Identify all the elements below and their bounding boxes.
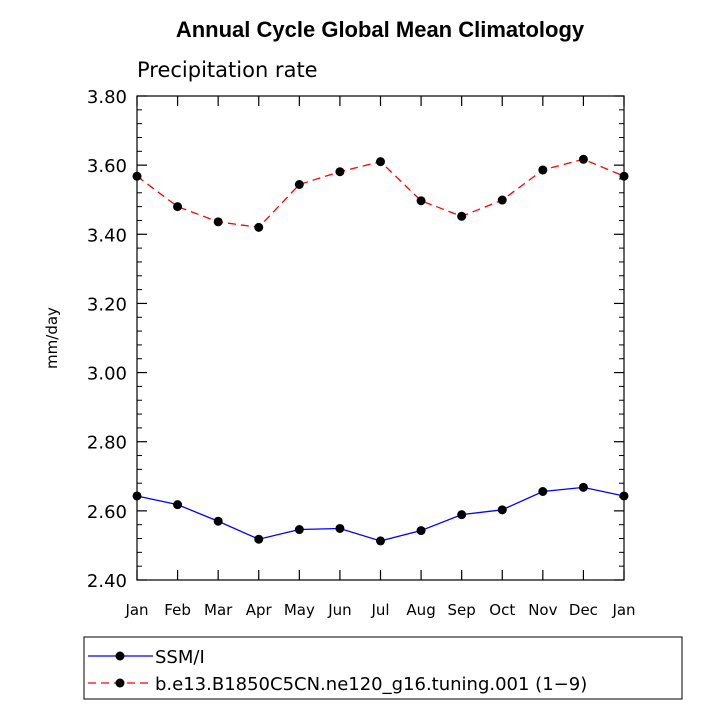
data-point-series-2 — [173, 202, 183, 212]
data-point-series-2 — [538, 165, 548, 175]
x-tick-label: Oct — [489, 601, 515, 619]
x-tick-label: Nov — [528, 601, 557, 619]
x-tick-label: May — [284, 601, 315, 619]
chart-subtitle: Precipitation rate — [137, 58, 318, 82]
data-point-series-2 — [497, 195, 507, 205]
axis-ticks: 2.40 2.60 2.80 3.00 3.20 3.40 3.60 3.80 Jan Feb Ma… — [87, 87, 636, 619]
data-point-series-1 — [254, 534, 264, 544]
data-point-series-2 — [254, 222, 264, 232]
data-point-series-2 — [132, 171, 142, 181]
x-tick-label: Dec — [569, 601, 598, 619]
y-tick-label: 3.80 — [87, 87, 127, 108]
data-point-series-2 — [376, 157, 385, 167]
data-point-series-2 — [416, 196, 426, 206]
data-point-series-1 — [538, 486, 548, 496]
y-tick-label: 2.40 — [87, 571, 127, 592]
data-point-series-1 — [335, 523, 345, 533]
legend-marker-2 — [115, 678, 125, 688]
data-point-series-1 — [294, 525, 304, 535]
chart-title: Annual Cycle Global Mean Climatology — [176, 17, 585, 42]
data-point-series-2 — [457, 211, 467, 221]
data-point-series-1 — [132, 491, 142, 501]
data-point-series-2 — [578, 154, 588, 164]
plot-frame — [136, 95, 625, 581]
data-point-series-1 — [376, 536, 385, 546]
series-line-1 — [136, 486, 625, 542]
y-tick-label: 3.20 — [87, 294, 127, 315]
data-point-series-1 — [213, 516, 223, 526]
x-tick-label: Apr — [246, 601, 273, 619]
x-tick-label: Jun — [327, 601, 351, 619]
x-tick-label: Jul — [370, 601, 389, 619]
y-tick-label: 3.00 — [87, 364, 127, 385]
legend-box — [83, 636, 683, 700]
legend: SSM/I b.e13.B1850C5CN.ne120_g16.tuning.00… — [83, 636, 683, 700]
data-point-series-1 — [416, 526, 426, 536]
x-tick-label: Jan — [124, 601, 148, 619]
data-point-series-2 — [294, 180, 304, 190]
data-point-series-2 — [213, 217, 223, 227]
x-tick-label: Sep — [448, 601, 476, 619]
legend-label-1: SSM/I — [155, 647, 205, 668]
y-axis-label: mm/day — [43, 307, 61, 369]
x-tick-label: Aug — [406, 601, 435, 619]
data-point-series-2 — [619, 171, 629, 181]
x-tick-label: Jan — [611, 601, 635, 619]
y-tick-label: 2.60 — [87, 502, 127, 523]
x-tick-label: Feb — [164, 601, 191, 619]
data-point-series-1 — [457, 510, 467, 520]
series-lines — [132, 154, 629, 546]
y-tick-label: 3.60 — [87, 156, 127, 177]
data-point-series-1 — [619, 491, 629, 501]
data-point-series-1 — [578, 482, 588, 492]
y-tick-label: 2.80 — [87, 433, 127, 454]
data-point-series-2 — [335, 167, 345, 177]
data-point-series-1 — [173, 500, 183, 510]
x-tick-label: Mar — [204, 601, 233, 619]
y-tick-label: 3.40 — [87, 225, 127, 246]
legend-marker-1 — [115, 651, 125, 661]
series-line-2 — [136, 158, 625, 229]
data-point-series-1 — [497, 505, 507, 515]
legend-label-2: b.e13.B1850C5CN.ne120_g16.tuning.001 (1−… — [155, 674, 587, 695]
